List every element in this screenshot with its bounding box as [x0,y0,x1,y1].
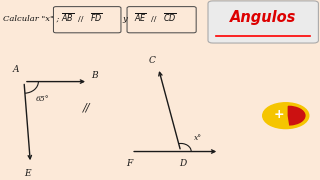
FancyBboxPatch shape [127,7,196,33]
Text: Calcular "x" ;: Calcular "x" ; [3,15,60,23]
Text: E: E [24,168,30,177]
Text: 65°: 65° [36,95,50,103]
Text: D: D [179,159,186,168]
Text: y: y [122,15,127,23]
Text: $\overline{CD}$: $\overline{CD}$ [163,13,177,25]
Text: B: B [91,71,98,80]
FancyBboxPatch shape [53,7,121,33]
Text: //: // [83,103,90,112]
Text: F: F [126,159,133,168]
Text: //: // [78,15,83,23]
Text: $\overline{AB}$: $\overline{AB}$ [61,13,74,25]
Text: //: // [151,15,157,23]
Text: C: C [148,56,155,65]
Wedge shape [288,106,305,125]
Text: $\overline{FD}$: $\overline{FD}$ [90,13,102,25]
Circle shape [263,103,309,129]
Text: x°: x° [194,134,202,142]
Text: A: A [13,65,19,74]
Text: $\overline{AE}$: $\overline{AE}$ [134,13,147,25]
Text: Angulos: Angulos [230,10,296,25]
FancyBboxPatch shape [208,1,318,43]
Text: +: + [273,108,284,121]
